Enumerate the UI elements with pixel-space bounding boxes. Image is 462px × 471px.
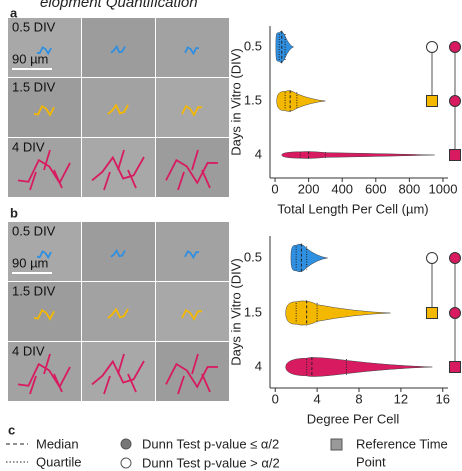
y-tick-label: 0.5 xyxy=(244,38,262,53)
image-label: 0.5 DIV xyxy=(12,19,56,34)
neuron-trace xyxy=(165,353,219,395)
neuron-trace xyxy=(165,149,219,191)
x-tick-label: 400 xyxy=(331,181,353,196)
significant-marker xyxy=(449,95,461,107)
legend-label: Reference Time xyxy=(356,436,448,451)
neuron-trace xyxy=(110,248,126,258)
x-tick-label: 0 xyxy=(271,181,278,196)
y-tick-label: 0.5 xyxy=(244,249,262,264)
reference-marker xyxy=(426,307,438,319)
violin xyxy=(285,300,391,326)
scale-bar-label: 90 µm xyxy=(12,51,48,66)
neuron-trace xyxy=(91,149,145,191)
legend-not-significant xyxy=(120,457,132,469)
image-label: 1.5 DIV xyxy=(12,283,56,298)
panel-label: c xyxy=(8,422,15,437)
legend-label: Dunn Test p-value ≤ α/2 xyxy=(142,436,279,451)
image-label: 4 DIV xyxy=(12,139,45,154)
micrograph-tile xyxy=(82,222,155,281)
micrograph-tile xyxy=(156,78,229,137)
y-tick-label: 4 xyxy=(255,146,262,161)
neuron-trace xyxy=(36,250,52,260)
neuron-trace xyxy=(107,103,129,115)
x-tick-label: 12 xyxy=(394,391,408,406)
micrograph-tile xyxy=(82,78,155,137)
panel-label: a xyxy=(10,5,18,20)
significant-marker xyxy=(449,307,461,319)
micrograph-tile xyxy=(156,18,229,77)
neuron-trace xyxy=(36,46,52,56)
y-tick-label: 1.5 xyxy=(244,92,262,107)
scale-bar-label: 90 µm xyxy=(12,255,48,270)
neuron-trace xyxy=(184,46,200,56)
x-tick-label: 1000 xyxy=(429,181,458,196)
x-tick-label: 200 xyxy=(298,181,320,196)
x-tick-label: 8 xyxy=(355,391,362,406)
neuron-trace xyxy=(181,308,203,321)
neuron-trace xyxy=(17,353,71,395)
x-tick-label: 600 xyxy=(365,181,387,196)
x-axis-label: Total Length Per Cell (µm) xyxy=(277,201,428,216)
neuron-trace xyxy=(33,308,55,321)
reference-marker xyxy=(426,95,438,107)
violin xyxy=(285,357,433,377)
legend-label: Quartile xyxy=(36,454,82,469)
neuron-trace xyxy=(17,149,71,191)
panel-label: b xyxy=(10,205,18,220)
significant-marker xyxy=(449,252,461,264)
reference-marker xyxy=(449,361,461,373)
micrograph-tile xyxy=(156,282,229,341)
figure-title: elopment Quantification xyxy=(40,0,198,11)
micrograph-tile xyxy=(82,282,155,341)
reference-marker xyxy=(449,149,461,161)
neuron-trace xyxy=(110,44,126,54)
significant-marker xyxy=(449,41,461,53)
y-tick-label: 4 xyxy=(255,358,262,373)
x-tick-label: 0 xyxy=(272,391,279,406)
violin xyxy=(290,243,328,273)
legend-label: Median xyxy=(36,436,79,451)
violin xyxy=(281,151,435,159)
legend: Median Quartile Dunn Test p-value ≤ α/2 … xyxy=(6,436,448,470)
x-tick-label: 16 xyxy=(436,391,450,406)
x-tick-label: 800 xyxy=(399,181,421,196)
non-significant-marker xyxy=(426,41,438,53)
y-axis-label: Days in Vitro (DIV) xyxy=(228,48,243,155)
neuron-trace xyxy=(181,104,203,117)
y-axis-label: Days in Vitro (DIV) xyxy=(228,258,243,365)
legend-label: Point xyxy=(356,454,386,469)
neuron-trace xyxy=(33,104,55,117)
micrographs: 0.5 DIV 1.5 DIV 4 DIV 90 µm 0.5 DIV 1.5 DIV 4 … xyxy=(8,18,229,401)
micrograph-tile xyxy=(82,18,155,77)
legend-reference xyxy=(330,438,343,451)
x-tick-label: 4 xyxy=(314,391,321,406)
legend-significant xyxy=(120,438,132,450)
violin xyxy=(276,90,326,112)
image-label: 4 DIV xyxy=(12,343,45,358)
neuron-trace xyxy=(91,353,145,395)
legend-label: Dunn Test p-value > α/2 xyxy=(142,455,280,470)
neuron-trace xyxy=(184,250,200,260)
x-axis-label: Degree Per Cell xyxy=(307,411,400,426)
micrograph-tile xyxy=(156,222,229,281)
y-tick-label: 1.5 xyxy=(244,304,262,319)
image-label: 1.5 DIV xyxy=(12,79,56,94)
image-label: 0.5 DIV xyxy=(12,223,56,238)
non-significant-marker xyxy=(426,252,438,264)
neuron-trace xyxy=(107,307,129,319)
